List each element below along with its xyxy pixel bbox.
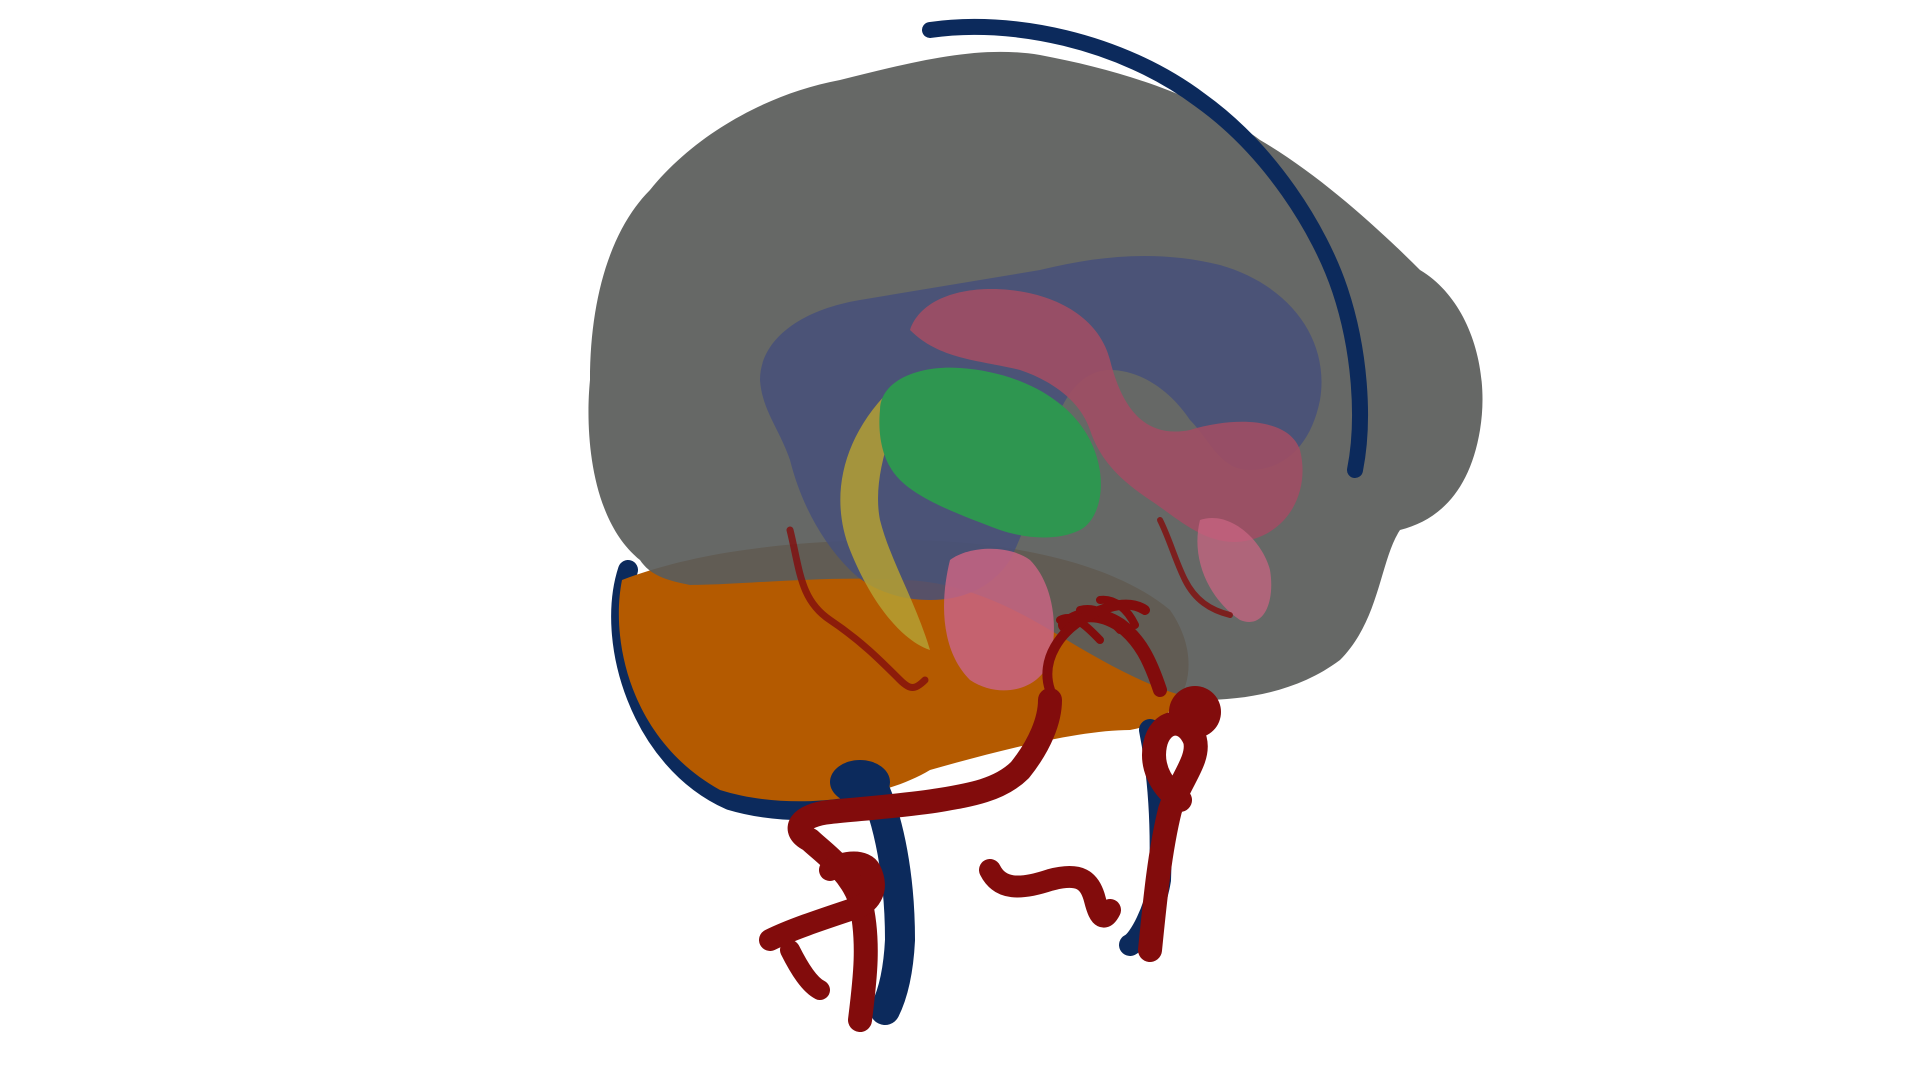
caudate-nucleus <box>910 289 1303 542</box>
thalamus <box>879 367 1101 538</box>
branch-cluster <box>1056 595 1139 644</box>
vertebral-artery <box>759 851 885 951</box>
sigmoid-sinus-bulb <box>830 760 890 804</box>
superior-sagittal-sinus <box>922 18 1368 478</box>
hippocampus <box>840 390 930 650</box>
posterior-cerebral-artery <box>1042 599 1150 695</box>
basilar-artery <box>979 859 1121 928</box>
cortical-branch-left <box>786 526 929 691</box>
vertebral-artery-branch <box>780 940 830 1000</box>
putamen-posterior <box>1197 518 1272 622</box>
putamen <box>944 548 1054 691</box>
cortical-branch-right <box>1157 517 1233 618</box>
carotid-siphon <box>1169 686 1221 738</box>
internal-carotid-artery-right <box>1138 711 1208 962</box>
